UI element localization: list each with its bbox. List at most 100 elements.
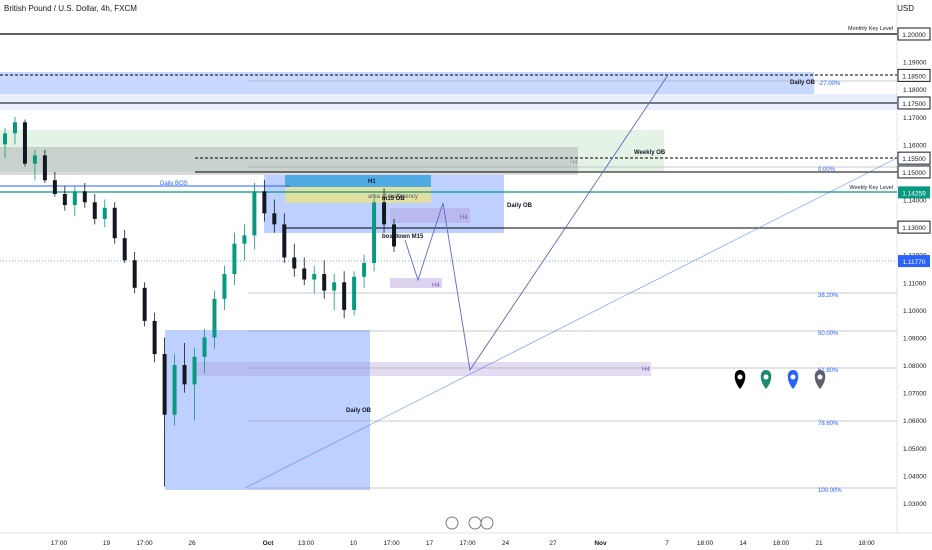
price-label-box	[897, 96, 931, 110]
candle-body	[382, 202, 387, 225]
price-label-text: 1.20000	[902, 32, 926, 39]
y-tick-label: 1.09000	[903, 335, 927, 342]
candle-body	[292, 257, 297, 269]
x-tick-label: 21	[815, 540, 823, 547]
y-tick-label: 1.05000	[903, 446, 927, 453]
h4-zone-d	[195, 362, 651, 376]
price-label-text: 1.15500	[902, 156, 926, 163]
map-pin-dot	[817, 374, 823, 380]
price-label-text: 1.13000	[902, 225, 926, 232]
candle-body	[12, 122, 17, 134]
candle-body	[42, 155, 47, 181]
candle-body	[92, 202, 97, 219]
y-tick-label: 1.03000	[903, 501, 927, 508]
price-label-box	[897, 220, 931, 234]
x-tick-label: 26	[188, 540, 196, 547]
candle-body	[32, 155, 37, 164]
price-label-text: 1.18500	[902, 73, 926, 80]
daily-bos-label: Daily BOS	[160, 181, 188, 187]
candle-body	[192, 356, 197, 385]
event-flag-icon	[445, 516, 459, 530]
price-label-text: 1.11770	[902, 259, 925, 266]
candle-body	[322, 274, 327, 291]
map-pin-dot	[763, 374, 769, 380]
h4-zone-a	[0, 147, 578, 175]
x-tick-label: 17:00	[459, 540, 476, 547]
daily-ob-bottom-zone	[165, 330, 370, 490]
weekly-ob-label: Weekly OB	[634, 150, 666, 156]
daily-ob-top-label: Daily OB	[790, 80, 816, 86]
fib-label-fib_100: 100.00%	[818, 488, 842, 494]
fib-label-fib_382: 38.20%	[818, 293, 839, 299]
daily-ob-top-zone-2	[0, 94, 897, 110]
candle-body	[252, 191, 257, 236]
candle-body	[212, 298, 217, 338]
x-tick-label: 13:00	[298, 540, 315, 547]
x-tick-label: 17	[426, 540, 434, 547]
y-tick-label: 1.19000	[903, 60, 927, 67]
candle-body	[222, 274, 227, 299]
x-tick-label: 18:00	[858, 540, 875, 547]
monthly-key-level-label: Monthly Key Level	[848, 26, 893, 32]
map-pin-dot	[737, 374, 743, 380]
price-label-box	[897, 68, 931, 82]
candle-body	[72, 191, 77, 206]
fib-trendline	[244, 157, 898, 489]
candle-body	[242, 235, 247, 244]
h4-c-label: H4	[432, 283, 440, 289]
candle-body	[172, 365, 177, 415]
h4-zone-b	[390, 208, 470, 223]
candle-body	[3, 133, 7, 145]
candle-body	[112, 207, 117, 239]
x-tick-label: Oct	[263, 540, 275, 547]
candle-body	[22, 122, 27, 164]
x-tick-label: Nov	[594, 540, 607, 547]
h1-zone	[285, 175, 431, 187]
price-label-box	[898, 255, 930, 268]
price-label-box	[898, 186, 930, 199]
m15-ob-label: m15 OB	[382, 196, 405, 202]
y-tick-label: 1.18000	[903, 87, 927, 94]
candle-body	[52, 180, 57, 195]
price-label-text: 1.15000	[902, 170, 926, 177]
x-tick-label: 10	[350, 540, 358, 547]
candle-body	[362, 262, 367, 277]
x-tick-label: 17:00	[383, 540, 400, 547]
x-tick-label: 17:00	[136, 540, 153, 547]
price-label-text: 1.14259	[902, 190, 926, 197]
map-pin-dot	[790, 374, 796, 380]
price-label-box	[897, 165, 931, 179]
fib-label-fib_top: -27.00%	[818, 81, 841, 87]
candle-body	[352, 276, 357, 310]
fib-label-fib_50: 50.00%	[818, 331, 839, 337]
inefficiency-label: area of inefficiency	[368, 194, 418, 200]
y-tick-label: 1.10000	[903, 308, 927, 315]
candle-body	[342, 282, 347, 310]
candle-body	[282, 224, 287, 258]
y-tick-label: 1.16000	[903, 142, 927, 149]
candle-body	[372, 202, 377, 263]
h4-d-label: H4	[642, 367, 650, 373]
candle-body	[182, 365, 187, 385]
candle-body	[152, 320, 157, 355]
fib-label-fib_0: 0.00%	[818, 167, 836, 173]
inefficiency-zone	[285, 187, 431, 203]
x-tick-label: 17:00	[51, 540, 68, 547]
chart-title: British Pound / U.S. Dollar, 4h, FXCM	[4, 4, 137, 13]
event-flag-icon	[468, 516, 482, 530]
y-tick-label: 1.11000	[903, 280, 926, 287]
daily-ob-bottom-label: Daily OB	[346, 408, 372, 414]
event-flag-icon	[480, 516, 494, 530]
y-tick-label: 1.14000	[903, 198, 927, 205]
x-tick-label: 19	[103, 540, 111, 547]
candle-body	[142, 287, 147, 321]
weekly-key-level-label: Weekly Key Level	[849, 185, 893, 191]
bos-down-label: bos down M15	[382, 234, 424, 240]
fib-label-fib_618: 61.80%	[818, 368, 839, 374]
projection-path	[404, 74, 669, 372]
y-tick-label: 1.04000	[903, 473, 927, 480]
y-tick-label: 1.17000	[903, 115, 927, 122]
candle-body	[272, 213, 277, 225]
candle-body	[392, 224, 397, 247]
